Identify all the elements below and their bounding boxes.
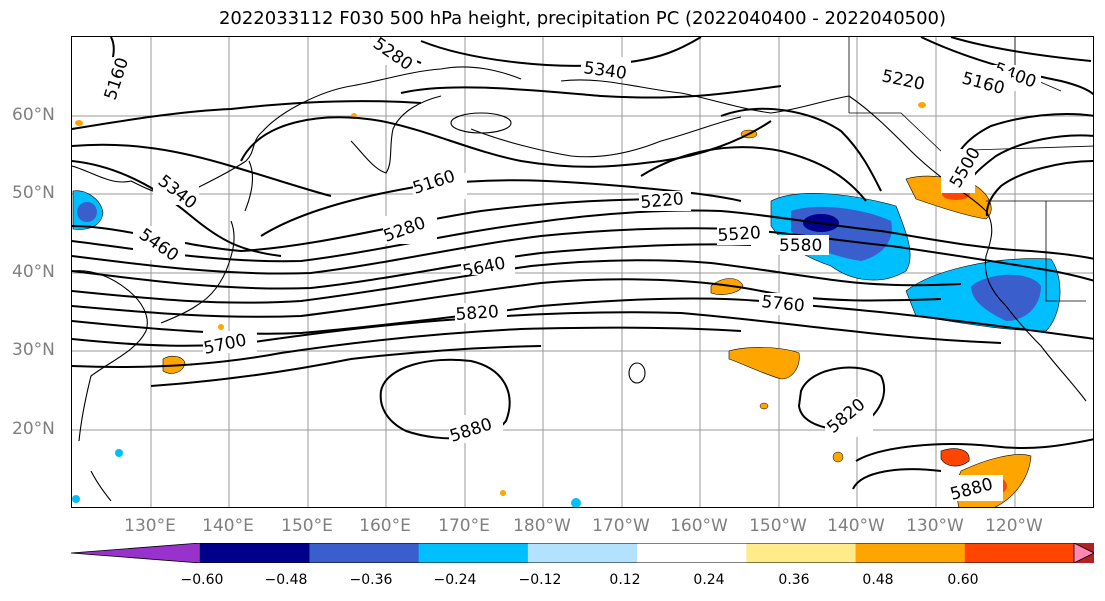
philippines-coast: [90, 470, 112, 502]
height-contour: [855, 438, 1093, 462]
north-america-coast: [945, 180, 1087, 402]
precip-positive-area: [500, 490, 506, 496]
height-contour: [72, 227, 1093, 282]
kamchatka-coast: [350, 95, 442, 174]
contour-label: 5220: [640, 189, 685, 213]
height-contours: [72, 37, 1093, 490]
lon-label: 130°E: [124, 516, 176, 536]
political-borders: [848, 37, 1093, 302]
precip-positive-area: [728, 347, 800, 380]
colorbar-tick-label: −0.24: [433, 572, 477, 588]
height-contour: [72, 160, 282, 257]
colorbar-segment: [964, 543, 1075, 563]
colorbar-tick-label: −0.48: [264, 572, 308, 588]
precip-positive-area: [832, 451, 844, 463]
height-contour: [72, 259, 962, 304]
lat-label-60n: 60°N: [12, 105, 55, 125]
lat-label-50n: 50°N: [12, 183, 55, 203]
height-contour: [72, 143, 332, 197]
height-contour: [950, 37, 1092, 62]
lon-label: 130°W: [906, 516, 964, 536]
map-panel: 5160 5280 5340 5400 5220 5160 5340 5460 …: [71, 36, 1094, 508]
height-contour: [72, 326, 742, 369]
sea-island: [450, 112, 512, 134]
lon-label: 120°W: [985, 516, 1043, 536]
contour-label: 5520: [717, 223, 762, 246]
asia-coast: [72, 66, 522, 196]
colorbar-tick-label: −0.12: [518, 572, 562, 588]
colorbar-tick-label: 0.12: [609, 572, 641, 588]
contour-label: 5580: [779, 236, 822, 256]
precip-negative-area: [971, 274, 1041, 321]
height-contour: [985, 160, 1093, 217]
lon-label: 160°W: [670, 516, 728, 536]
precip-positive-area: [218, 324, 224, 330]
colorbar-tick-label: 0.36: [778, 572, 810, 588]
height-contour: [967, 134, 1093, 192]
lat-label-20n: 20°N: [12, 419, 55, 439]
hawaii-island: [628, 362, 646, 384]
colorbar-extend-min: [70, 542, 201, 564]
alaska-coast: [560, 79, 947, 182]
lon-label: 150°W: [749, 516, 807, 536]
colorbar-segment: [418, 543, 529, 563]
height-contour: [420, 37, 702, 67]
colorbar-tick-label: −0.60: [180, 572, 224, 588]
colorbar: [70, 542, 1105, 564]
colorbar-tick-label: 0.24: [693, 572, 725, 588]
precip-negative-area: [72, 495, 80, 503]
height-contour: [797, 366, 886, 431]
colorbar-tick-label: −0.36: [349, 572, 393, 588]
colorbar-segments: [70, 542, 1105, 564]
korea-china-coast: [72, 270, 148, 442]
height-contour: [720, 107, 882, 192]
precip-positive-area: [710, 278, 744, 295]
colorbar-segment: [637, 543, 747, 563]
aleutian-chain: [470, 116, 742, 158]
colorbar-segment: [746, 543, 857, 563]
precip-positive-area: [940, 448, 970, 467]
colorbar-segment: [200, 543, 310, 563]
lon-label: 140°E: [202, 516, 254, 536]
colorbar-svg: [70, 542, 1105, 564]
colorbar-segment: [527, 543, 638, 563]
lon-label: 170°E: [438, 516, 490, 536]
height-contour: [72, 243, 752, 290]
colorbar-tick-label: 0.48: [862, 572, 894, 588]
colorbar-segment: [309, 543, 420, 563]
lat-label-30n: 30°N: [12, 340, 55, 360]
height-contour: [72, 297, 1093, 340]
map-title: 2022033112 F030 500 hPa height, precipit…: [218, 8, 947, 29]
map-canvas: 5160 5280 5340 5400 5220 5160 5340 5460 …: [72, 37, 1093, 507]
colorbar-segment: [855, 543, 966, 563]
colorbar-tick-label: 0.60: [947, 572, 979, 588]
precip-positive-area: [918, 102, 926, 108]
precip-negative-core: [77, 202, 97, 222]
height-contour: [640, 146, 867, 202]
height-contour: [400, 85, 782, 99]
lon-label: 170°W: [592, 516, 650, 536]
lon-label: 160°E: [359, 516, 411, 536]
lon-label: 180°W: [513, 516, 571, 536]
height-contour: [72, 100, 422, 130]
height-contour: [920, 37, 1093, 96]
height-contour: [852, 468, 942, 490]
precip-positive-area: [759, 402, 769, 410]
height-contour: [240, 116, 772, 168]
precip-positive-area: [75, 120, 83, 126]
precip-negative-area: [115, 449, 123, 457]
colorbar-extend-max: [1073, 542, 1095, 564]
lon-label: 140°W: [827, 516, 885, 536]
precip-negative-area: [571, 498, 581, 507]
height-contour: [379, 358, 511, 440]
lon-label: 150°E: [281, 516, 333, 536]
sakhalin-coast: [244, 160, 253, 212]
height-contour: [150, 345, 542, 387]
lat-label-40n: 40°N: [12, 262, 55, 282]
contour-label: 5760: [760, 292, 805, 316]
contour-label: 5820: [455, 302, 500, 325]
